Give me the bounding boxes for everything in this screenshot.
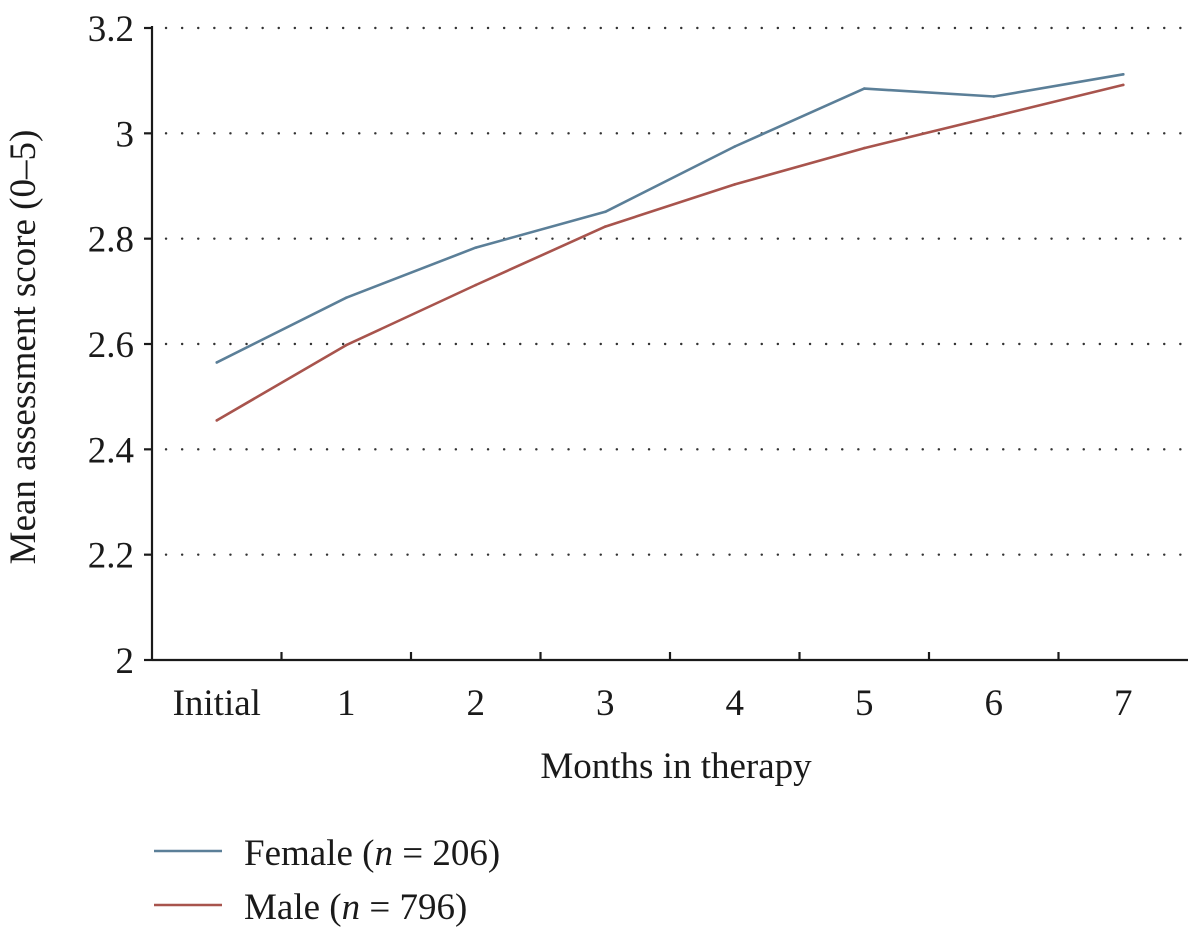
legend-label-female: Female (n = 206) <box>244 833 500 874</box>
data-point-male <box>1121 83 1125 87</box>
x-tick-label: 3 <box>596 683 615 724</box>
data-point-female <box>344 296 348 299</box>
axes <box>150 26 1188 662</box>
x-tick-label: Initial <box>173 683 261 724</box>
x-ticks: Initial 1 2 3 4 5 6 7 <box>173 652 1133 724</box>
y-ticks: 2 2.2 2.4 2.6 2.8 3 3.2 <box>88 9 152 682</box>
legend-label-male: Male (n = 796) <box>244 887 467 928</box>
data-point-female <box>474 246 478 249</box>
x-tick-label: 4 <box>726 683 745 724</box>
series-line-male <box>215 83 1125 422</box>
y-tick-label: 2.2 <box>88 536 134 577</box>
x-tick-label: 7 <box>1114 683 1133 724</box>
data-point-male <box>474 283 478 287</box>
data-point-female <box>603 210 607 214</box>
data-point-female <box>992 95 996 98</box>
y-tick-label: 2.6 <box>88 325 134 366</box>
y-axis-title: Mean assessment score (0–5) <box>3 130 44 565</box>
legend-item-male: Male (n = 796) <box>154 887 467 928</box>
legend-item-female: Female (n = 206) <box>154 833 500 874</box>
x-tick-label: 5 <box>855 683 874 724</box>
data-point-male <box>733 183 737 186</box>
series <box>215 73 1125 422</box>
y-tick-label: 3.2 <box>88 9 134 50</box>
data-point-female <box>862 87 866 90</box>
series-line-female <box>215 73 1125 364</box>
data-point-female <box>215 361 219 364</box>
data-point-male <box>603 225 607 228</box>
y-tick-label: 2 <box>116 641 135 682</box>
data-point-female <box>1121 73 1125 76</box>
x-tick-label: 1 <box>337 683 356 724</box>
y-tick-label: 2.4 <box>88 430 134 471</box>
data-point-male <box>992 115 996 118</box>
legend: Female (n = 206) Male (n = 796) <box>154 833 500 928</box>
data-point-female <box>733 145 737 148</box>
y-tick-label: 2.8 <box>88 220 134 261</box>
x-tick-label: 2 <box>467 683 486 724</box>
data-point-male <box>215 419 219 422</box>
x-axis-title: Months in therapy <box>540 746 812 787</box>
x-tick-label: 6 <box>985 683 1004 724</box>
data-point-male <box>344 343 348 347</box>
data-point-male <box>862 146 866 150</box>
y-tick-label: 3 <box>116 114 135 155</box>
